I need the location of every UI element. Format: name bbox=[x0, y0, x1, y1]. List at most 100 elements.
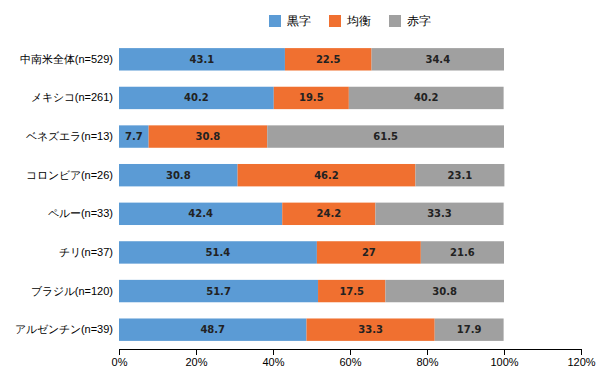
bar bbox=[421, 241, 504, 263]
y-tick-label: 中南米全体(n=529) bbox=[20, 53, 113, 65]
data-label: 22.5 bbox=[316, 54, 341, 65]
bar bbox=[119, 280, 318, 302]
x-tick: 40% bbox=[262, 349, 284, 368]
y-tick: ベネズエラ(n=13) bbox=[26, 130, 119, 142]
x-tick: 0% bbox=[112, 349, 128, 368]
legend-label: 均衡 bbox=[346, 14, 371, 28]
data-label: 7.7 bbox=[125, 131, 143, 142]
x-tick-label: 100% bbox=[490, 356, 518, 368]
data-label: 27 bbox=[362, 247, 376, 258]
x-tick: 20% bbox=[185, 349, 207, 368]
bars bbox=[119, 48, 504, 341]
data-label: 30.8 bbox=[432, 286, 457, 297]
x-axis: 0% 20% 40% 60% 80% 100% 120% bbox=[112, 349, 596, 368]
bar bbox=[318, 280, 385, 302]
x-axis-line bbox=[120, 350, 582, 356]
bar bbox=[306, 318, 434, 340]
bar bbox=[415, 164, 504, 186]
data-label: 17.9 bbox=[457, 324, 482, 335]
x-tick-label: 120% bbox=[567, 356, 595, 368]
data-label: 17.5 bbox=[339, 286, 364, 297]
y-tick-label: コロンビア(n=26) bbox=[26, 169, 113, 181]
x-tick-mark bbox=[427, 349, 428, 355]
y-tick: コロンビア(n=26) bbox=[26, 169, 119, 181]
chart: 中南米全体(n=529) メキシコ(n=261) ベネズエラ(n=13) コロンビア(… bbox=[0, 0, 605, 379]
y-tick-label: メキシコ(n=261) bbox=[31, 91, 113, 103]
x-tick-label: 80% bbox=[416, 356, 438, 368]
data-label: 33.3 bbox=[427, 208, 452, 219]
data-label: 40.2 bbox=[414, 92, 439, 103]
legend-swatch bbox=[389, 15, 401, 27]
data-label: 33.3 bbox=[358, 324, 383, 335]
legend-label: 黒字 bbox=[287, 14, 311, 28]
data-label: 51.7 bbox=[206, 286, 231, 297]
legend-label: 赤字 bbox=[407, 14, 431, 28]
data-labels: 43.1 40.2 7.7 30.8 42.4 51.4 51.7 48.7 22.5 19.5 3… bbox=[125, 54, 482, 335]
bar bbox=[149, 125, 268, 147]
data-label: 30.8 bbox=[196, 131, 221, 142]
legend-item: 均衡 bbox=[329, 14, 371, 28]
data-label: 19.5 bbox=[299, 92, 324, 103]
y-tick: ブラジル(n=120) bbox=[31, 285, 119, 297]
y-tick: メキシコ(n=261) bbox=[31, 91, 119, 103]
data-label: 40.2 bbox=[184, 92, 209, 103]
y-tick: ペルー(n=33) bbox=[48, 207, 119, 219]
x-tick: 60% bbox=[339, 349, 361, 368]
bar bbox=[119, 164, 238, 186]
y-tick-label: ブラジル(n=120) bbox=[31, 285, 113, 297]
data-label: 48.7 bbox=[200, 324, 225, 335]
y-tick-label: アルゼンチン(n=39) bbox=[15, 323, 113, 335]
x-tick-mark bbox=[504, 349, 505, 355]
data-label: 43.1 bbox=[190, 54, 215, 65]
series bbox=[267, 48, 504, 341]
legend-swatch bbox=[329, 15, 341, 27]
data-label: 61.5 bbox=[373, 131, 398, 142]
x-tick-mark bbox=[581, 349, 582, 355]
x-tick: 80% bbox=[416, 349, 438, 368]
bar bbox=[119, 87, 274, 109]
bar bbox=[238, 164, 416, 186]
y-tick: チリ(n=37) bbox=[59, 246, 119, 258]
data-label: 51.4 bbox=[206, 247, 231, 258]
x-tick-label: 40% bbox=[262, 356, 284, 368]
bar bbox=[435, 318, 504, 340]
bar bbox=[119, 203, 282, 225]
bar bbox=[349, 87, 504, 109]
legend-item: 赤字 bbox=[389, 14, 431, 28]
legend-item: 黒字 bbox=[269, 14, 311, 28]
bar bbox=[119, 318, 306, 340]
x-tick-mark bbox=[196, 349, 197, 355]
y-tick-label: ペルー(n=33) bbox=[48, 207, 113, 219]
y-tick: 中南米全体(n=529) bbox=[20, 53, 119, 65]
data-label: 34.4 bbox=[425, 54, 450, 65]
bar bbox=[375, 203, 503, 225]
bar bbox=[282, 203, 375, 225]
y-tick-label: ベネズエラ(n=13) bbox=[26, 130, 113, 142]
y-tick: アルゼンチン(n=39) bbox=[15, 323, 119, 335]
x-tick-mark bbox=[273, 349, 274, 355]
bar bbox=[372, 48, 504, 70]
bar bbox=[285, 48, 372, 70]
bar bbox=[119, 241, 317, 263]
x-tick-label: 20% bbox=[185, 356, 207, 368]
legend: 黒字 均衡 赤字 bbox=[269, 14, 431, 28]
y-tick-label: チリ(n=37) bbox=[59, 246, 113, 258]
x-tick-label: 0% bbox=[112, 356, 128, 368]
bar bbox=[267, 125, 504, 147]
data-label: 21.6 bbox=[450, 247, 475, 258]
x-tick: 100% bbox=[490, 349, 518, 368]
legend-swatch bbox=[269, 15, 281, 27]
data-label: 42.4 bbox=[188, 208, 213, 219]
x-tick-mark bbox=[119, 349, 120, 355]
x-tick: 120% bbox=[567, 349, 595, 368]
y-axis: 中南米全体(n=529) メキシコ(n=261) ベネズエラ(n=13) コロンビア(… bbox=[15, 41, 120, 350]
bar bbox=[119, 48, 285, 70]
x-tick-label: 60% bbox=[339, 356, 361, 368]
data-label: 23.1 bbox=[448, 170, 473, 181]
bar bbox=[119, 125, 149, 147]
data-label: 24.2 bbox=[316, 208, 341, 219]
bar bbox=[274, 87, 349, 109]
bar bbox=[317, 241, 421, 263]
data-label: 46.2 bbox=[314, 170, 339, 181]
x-tick-mark bbox=[350, 349, 351, 355]
